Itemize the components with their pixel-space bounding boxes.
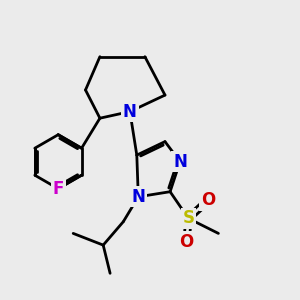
Text: S: S (182, 209, 194, 227)
Text: N: N (173, 153, 187, 171)
Text: N: N (123, 103, 137, 121)
Text: F: F (52, 180, 64, 198)
Text: N: N (131, 188, 145, 206)
Text: O: O (179, 233, 194, 251)
Text: O: O (201, 191, 215, 209)
